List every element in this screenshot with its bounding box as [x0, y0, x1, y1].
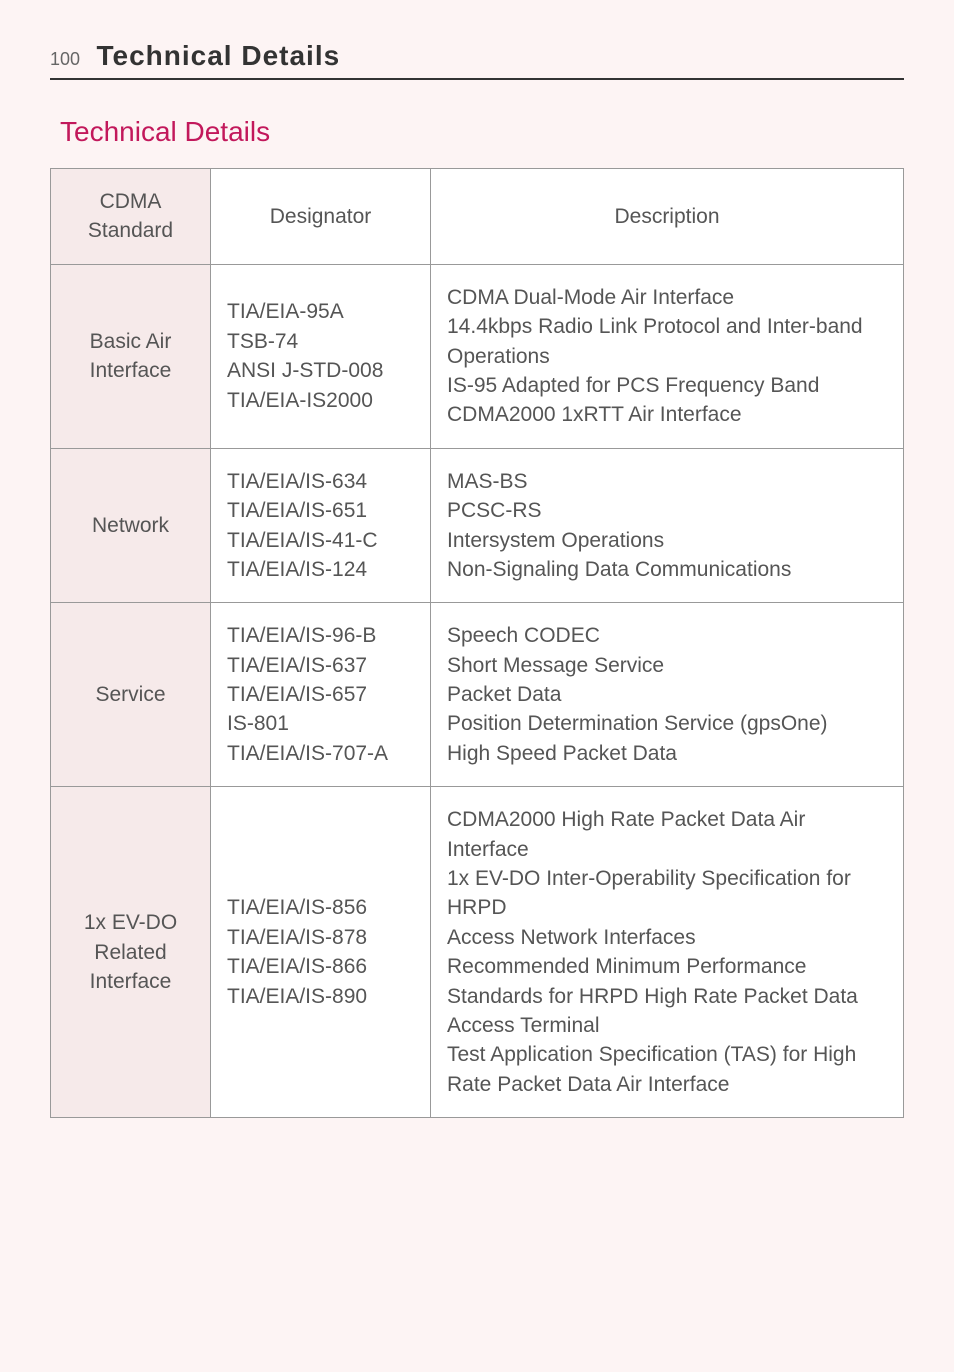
- cell-standard: Service: [51, 603, 211, 787]
- cell-designator: TIA/EIA/IS-634TIA/EIA/IS-651TIA/EIA/IS-4…: [211, 448, 431, 603]
- cell-description: CDMA2000 High Rate Packet Data Air Inter…: [431, 787, 904, 1118]
- table-row: Service TIA/EIA/IS-96-BTIA/EIA/IS-637TIA…: [51, 603, 904, 787]
- section-title: Technical Details: [60, 116, 904, 148]
- cell-description: CDMA Dual-Mode Air Interface14.4kbps Rad…: [431, 264, 904, 448]
- table-row: Network TIA/EIA/IS-634TIA/EIA/IS-651TIA/…: [51, 448, 904, 603]
- header-title: Technical Details: [97, 40, 341, 71]
- col-header-standard: CDMAStandard: [51, 169, 211, 265]
- table-row: 1x EV-DORelatedInterface TIA/EIA/IS-856T…: [51, 787, 904, 1118]
- table-header-row: CDMAStandard Designator Description: [51, 169, 904, 265]
- technical-details-table: CDMAStandard Designator Description Basi…: [50, 168, 904, 1118]
- cell-designator: TIA/EIA-95ATSB-74ANSI J-STD-008TIA/EIA-I…: [211, 264, 431, 448]
- cell-description: Speech CODECShort Message ServicePacket …: [431, 603, 904, 787]
- cell-designator: TIA/EIA/IS-856TIA/EIA/IS-878TIA/EIA/IS-8…: [211, 787, 431, 1118]
- cell-description: MAS-BSPCSC-RSIntersystem OperationsNon-S…: [431, 448, 904, 603]
- col-header-description: Description: [431, 169, 904, 265]
- col-header-designator: Designator: [211, 169, 431, 265]
- page-header: 100 Technical Details: [50, 40, 904, 80]
- table-row: Basic AirInterface TIA/EIA-95ATSB-74ANSI…: [51, 264, 904, 448]
- cell-standard: Network: [51, 448, 211, 603]
- cell-standard: 1x EV-DORelatedInterface: [51, 787, 211, 1118]
- cell-standard: Basic AirInterface: [51, 264, 211, 448]
- cell-designator: TIA/EIA/IS-96-BTIA/EIA/IS-637TIA/EIA/IS-…: [211, 603, 431, 787]
- page-number: 100: [50, 49, 80, 69]
